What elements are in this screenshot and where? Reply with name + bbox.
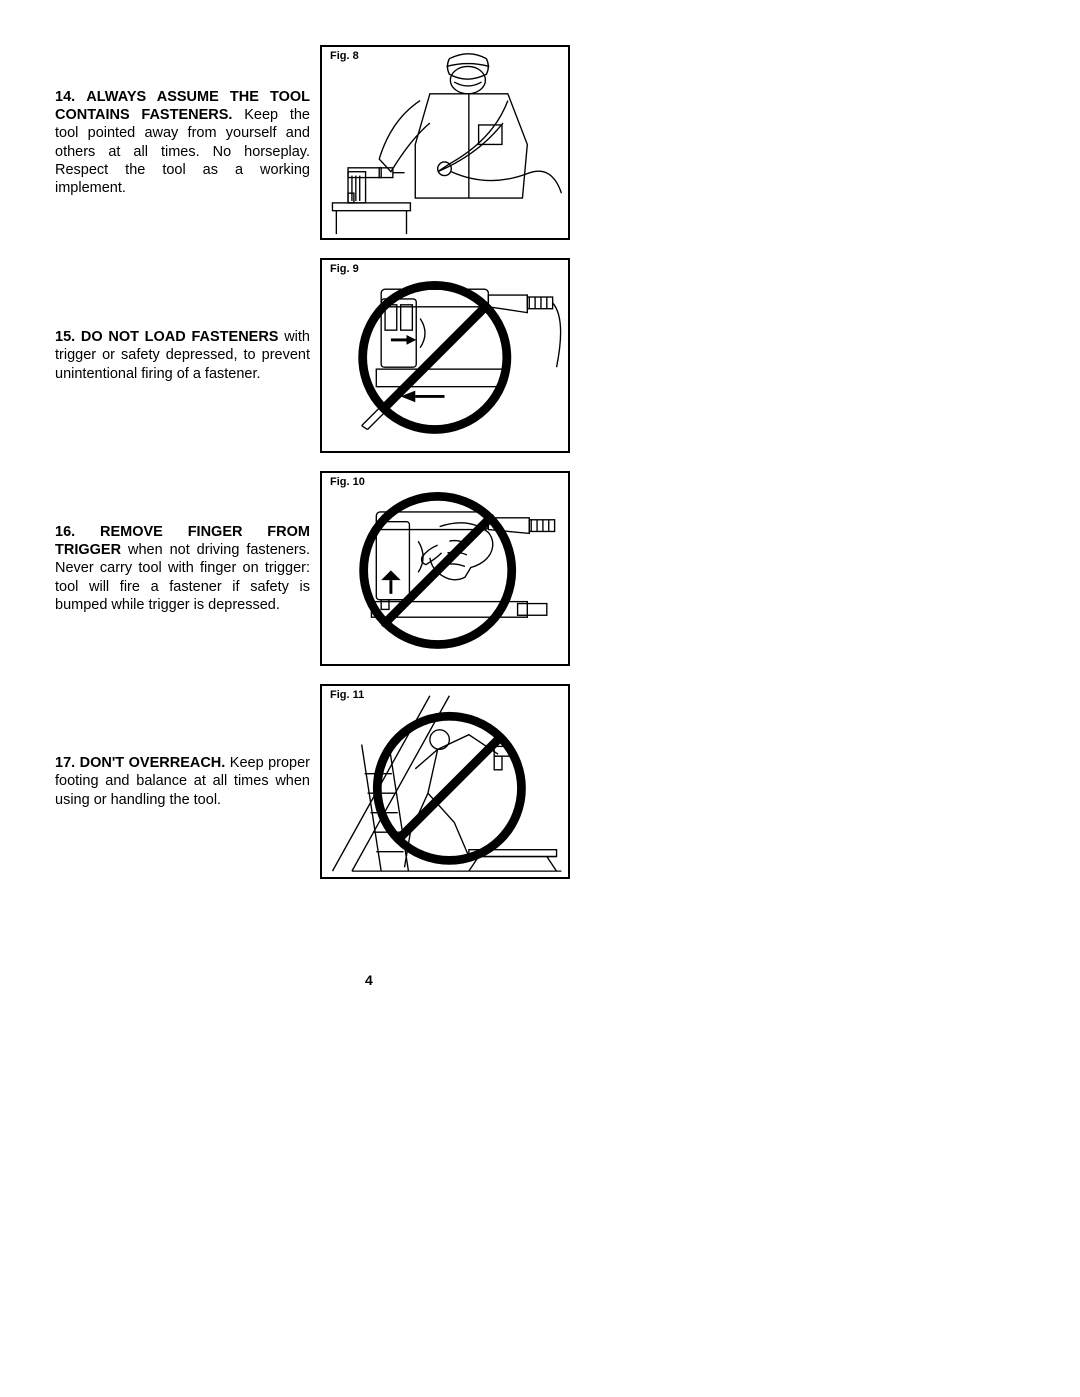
figure-column: Fig. 9 (320, 258, 570, 453)
figure-label: Fig. 9 (328, 263, 361, 275)
instruction-paragraph: 17. DON'T OVERREACH. Keep proper footing… (55, 754, 310, 808)
instruction-lead: DON'T OVERREACH. (80, 755, 226, 771)
instruction-text: 15. DO NOT LOAD FASTENERS with trigger o… (55, 258, 320, 453)
instruction-paragraph: 15. DO NOT LOAD FASTENERS with trigger o… (55, 328, 310, 382)
instruction-text: 14. ALWAYS ASSUME THE TOOL CONTAINS FAST… (55, 45, 320, 240)
prohibit-icon (364, 496, 512, 644)
figure-box-11: Fig. 11 (320, 684, 570, 879)
figure-10-illustration (322, 473, 567, 663)
instruction-text: 16. REMOVE FINGER FROM TRIGGER when not … (55, 471, 320, 666)
instruction-row: 16. REMOVE FINGER FROM TRIGGER when not … (55, 471, 585, 666)
instruction-number: 17. (55, 755, 75, 771)
figure-label: Fig. 8 (328, 50, 361, 62)
figure-label: Fig. 11 (328, 689, 366, 701)
figure-column: Fig. 11 (320, 684, 570, 879)
page-number: 4 (365, 972, 373, 988)
instruction-paragraph: 14. ALWAYS ASSUME THE TOOL CONTAINS FAST… (55, 88, 310, 197)
instruction-lead: DO NOT LOAD FASTENERS (81, 329, 279, 345)
figure-label: Fig. 10 (328, 476, 367, 488)
manual-page: 14. ALWAYS ASSUME THE TOOL CONTAINS FAST… (55, 45, 585, 897)
instruction-number: 14. (55, 89, 75, 105)
instruction-number: 15. (55, 329, 75, 345)
figure-8-illustration (322, 47, 567, 237)
instruction-row: 14. ALWAYS ASSUME THE TOOL CONTAINS FAST… (55, 45, 585, 240)
instruction-text: 17. DON'T OVERREACH. Keep proper footing… (55, 684, 320, 879)
figure-box-8: Fig. 8 (320, 45, 570, 240)
figure-box-9: Fig. 9 (320, 258, 570, 453)
instruction-paragraph: 16. REMOVE FINGER FROM TRIGGER when not … (55, 523, 310, 614)
instruction-number: 16. (55, 524, 75, 540)
instruction-row: 17. DON'T OVERREACH. Keep proper footing… (55, 684, 585, 879)
figure-column: Fig. 10 (320, 471, 570, 666)
figure-11-illustration (322, 686, 567, 876)
figure-9-illustration (322, 260, 567, 450)
figure-box-10: Fig. 10 (320, 471, 570, 666)
instruction-row: 15. DO NOT LOAD FASTENERS with trigger o… (55, 258, 585, 453)
figure-column: Fig. 8 (320, 45, 570, 240)
